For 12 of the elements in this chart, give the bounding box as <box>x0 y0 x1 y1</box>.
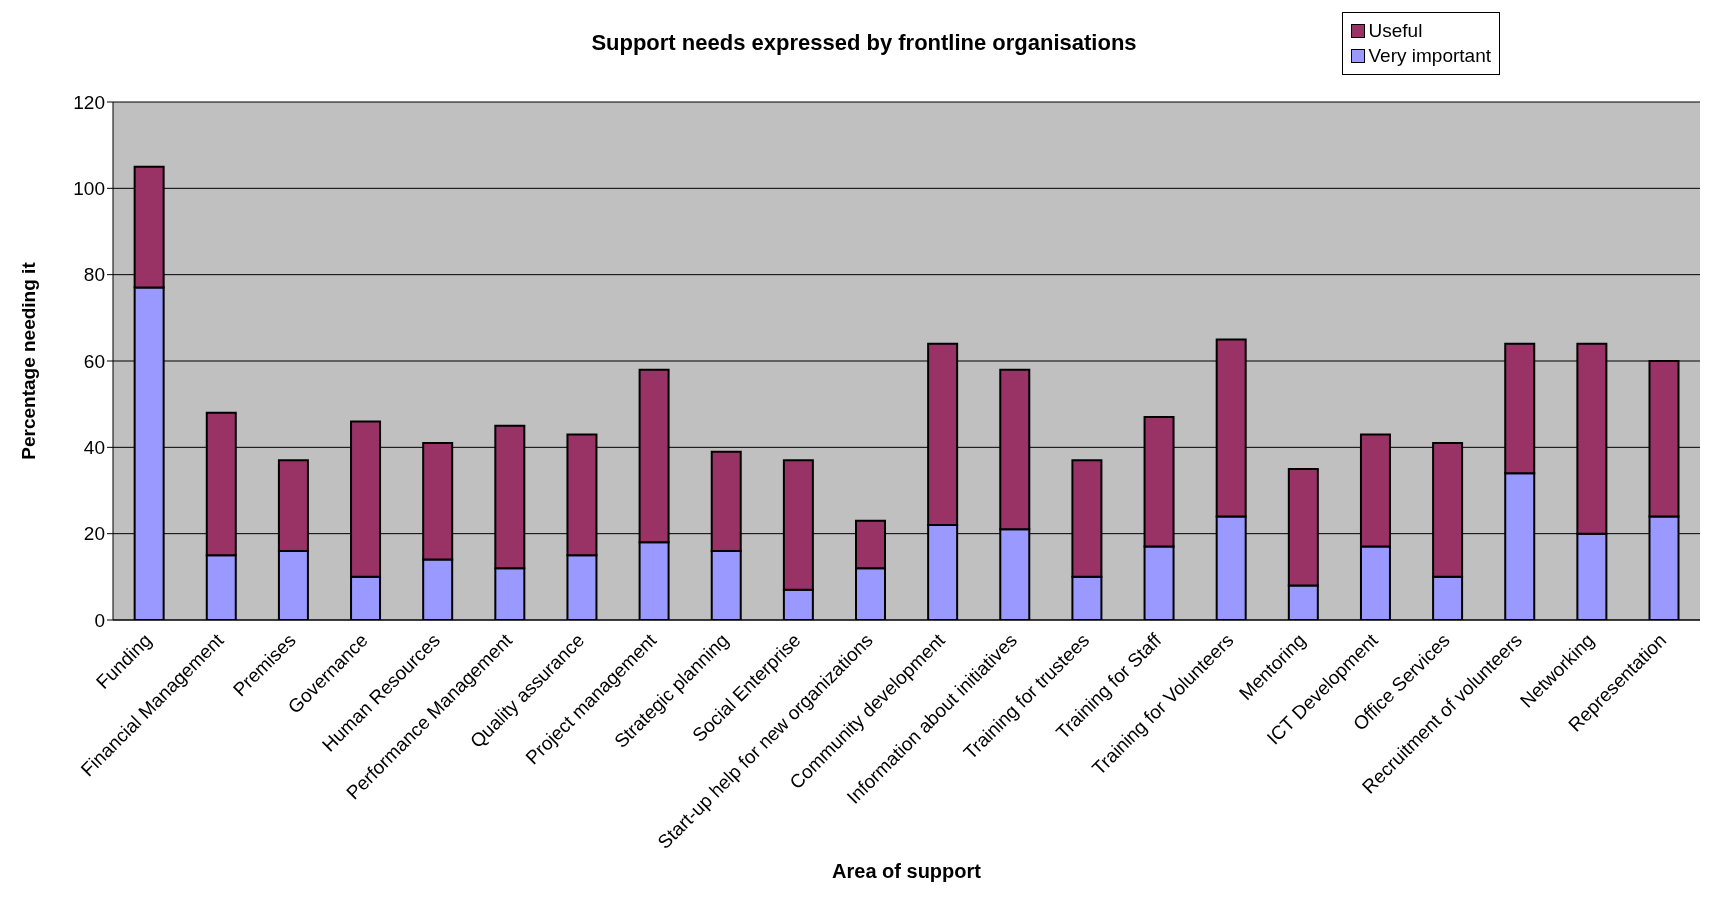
x-axis-title: Area of support <box>832 860 982 882</box>
legend-label: Useful <box>1368 20 1423 42</box>
y-tick-label: 0 <box>94 609 105 631</box>
legend-label: Very important <box>1368 45 1491 67</box>
chart-title: Support needs expressed by frontline organisations <box>591 30 1137 55</box>
y-axis-title: Percentage needing it <box>17 261 39 460</box>
y-tick-label: 40 <box>83 437 105 459</box>
y-tick-label: 120 <box>73 91 105 113</box>
y-tick-label: 100 <box>73 178 105 200</box>
y-tick-label: 80 <box>83 264 105 286</box>
y-tick-label: 60 <box>83 350 105 372</box>
y-tick-label: 20 <box>83 523 105 545</box>
